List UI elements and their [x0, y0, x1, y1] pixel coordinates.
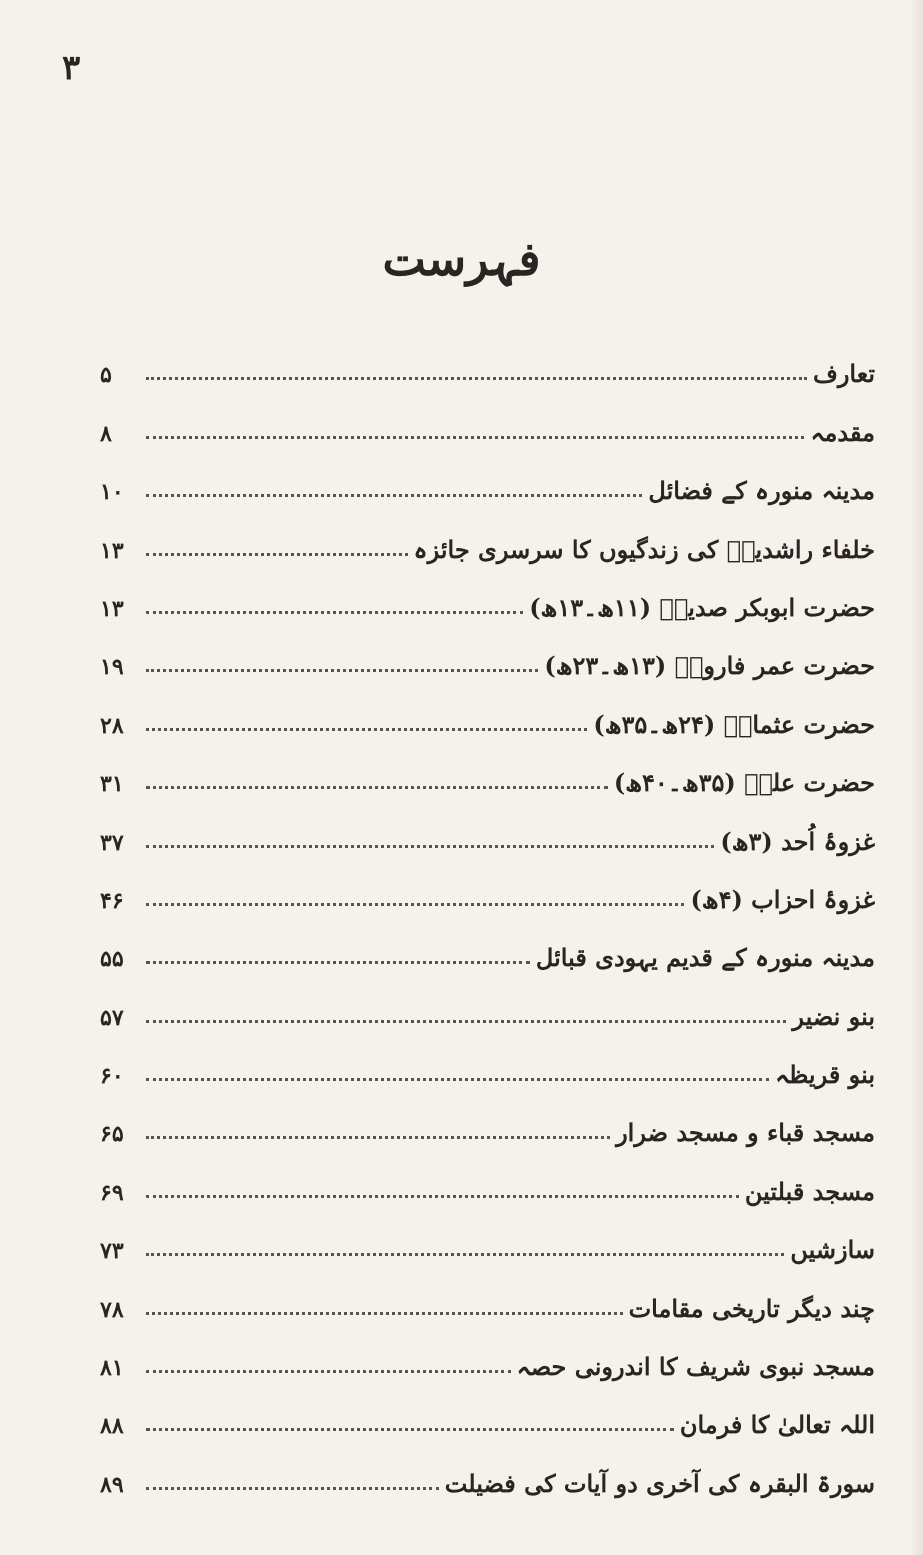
dotted-leader — [146, 1019, 787, 1023]
toc-entry-title: غزوۂ احزاب (۴ھ) — [690, 884, 875, 914]
toc-entry-page: ۷۸ — [100, 1296, 124, 1323]
page-number: ۳ — [62, 48, 81, 88]
toc-entry-title: سازشیں — [790, 1235, 875, 1265]
toc-entry: مقدمہ ۸ — [100, 398, 875, 456]
toc-entry-title: مسجد قبلتین — [744, 1176, 875, 1206]
dotted-leader — [146, 1253, 785, 1257]
toc-entry-page: ۱۰ — [100, 479, 124, 506]
dotted-leader — [146, 610, 524, 614]
toc-entry-page: ۸۸ — [100, 1413, 124, 1440]
dotted-leader — [146, 1428, 674, 1432]
toc-entry-page: ۶۰ — [100, 1063, 124, 1090]
dotted-leader — [146, 961, 530, 965]
toc-entry-page: ۸۱ — [100, 1355, 124, 1382]
toc-entry-page: ۵۷ — [100, 1004, 124, 1031]
toc-entry: سورۃ البقرہ کی آخری دو آیات کی فضیلت ۸۹ — [100, 1449, 875, 1507]
toc-entry: حضرت عمر فاروقؓ (۱۳ھ۔۲۳ھ) ۱۹ — [100, 632, 875, 690]
toc-entry-title: خلفاء راشدینؓ کی زندگیوں کا سرسری جائزہ — [413, 534, 875, 564]
toc-entry: مدینہ منورہ کے فضائل ۱۰ — [100, 457, 875, 515]
toc-entry: خلفاء راشدینؓ کی زندگیوں کا سرسری جائزہ ۱… — [100, 515, 875, 573]
toc-entry-title: حضرت علیؓ (۳۵ھ۔۴۰ھ) — [613, 768, 875, 798]
toc-entry: مدینہ منورہ کے قدیم یہودی قبائل ۵۵ — [100, 924, 875, 982]
toc-entry-title: اللہ تعالیٰ کا فرمان — [679, 1410, 875, 1440]
toc-entry-title: مقدمہ — [810, 417, 875, 447]
toc-entry-page: ۷۳ — [100, 1238, 124, 1265]
dotted-leader — [146, 1311, 623, 1315]
toc-entry: بنو قریظہ ۶۰ — [100, 1041, 875, 1099]
page-title: فہرست — [382, 232, 541, 286]
toc-entry: حضرت علیؓ (۳۵ھ۔۴۰ھ) ۳۱ — [100, 749, 875, 807]
toc-entry-title: مدینہ منورہ کے قدیم یہودی قبائل — [535, 943, 875, 973]
toc-entry-title: حضرت عمر فاروقؓ (۱۳ھ۔۲۳ھ) — [544, 651, 875, 681]
toc-entry-title: بنو نضیر — [792, 1001, 875, 1031]
toc-entry-page: ۸ — [100, 420, 112, 447]
dotted-leader — [146, 1078, 770, 1082]
toc-entry-page: ۵۵ — [100, 946, 124, 973]
table-of-contents: تعارف ۵ مقدمہ ۸ مدینہ منورہ کے فضائل ۱۰ خلفاء … — [100, 340, 875, 1508]
dotted-leader — [146, 435, 805, 439]
toc-entry: غزوۂ احزاب (۴ھ) ۴۶ — [100, 866, 875, 924]
toc-entry-page: ۱۹ — [100, 654, 124, 681]
dotted-leader — [146, 1136, 611, 1140]
toc-entry: مسجد قبلتین ۶۹ — [100, 1157, 875, 1215]
toc-entry-title: تعارف — [812, 359, 875, 389]
dotted-leader — [146, 377, 807, 381]
toc-entry-title: غزوۂ اُحد (۳ھ) — [720, 826, 875, 856]
dotted-leader — [146, 786, 608, 790]
dotted-leader — [146, 494, 643, 498]
toc-entry: سازشیں ۷۳ — [100, 1216, 875, 1274]
toc-entry: مسجد قباء و مسجد ضرار ۶۵ — [100, 1099, 875, 1157]
toc-entry-page: ۸۹ — [100, 1471, 124, 1498]
toc-entry-page: ۳۱ — [100, 771, 124, 798]
toc-entry-title: چند دیگر تاریخی مقامات — [628, 1293, 875, 1323]
toc-entry-page: ۴۶ — [100, 887, 124, 914]
toc-entry-page: ۲۸ — [100, 712, 124, 739]
page-edge-shadow — [909, 0, 923, 1555]
toc-entry: چند دیگر تاریخی مقامات ۷۸ — [100, 1274, 875, 1332]
toc-entry: اللہ تعالیٰ کا فرمان ۸۸ — [100, 1391, 875, 1449]
toc-entry-title: بنو قریظہ — [775, 1060, 875, 1090]
toc-entry-title: مسجد قباء و مسجد ضرار — [616, 1118, 875, 1148]
toc-entry-title: حضرت عثمانؓ (۲۴ھ۔۳۵ھ) — [593, 709, 875, 739]
toc-entry-page: ۳۷ — [100, 829, 124, 856]
dotted-leader — [146, 1370, 511, 1374]
toc-entry-page: ۵ — [100, 362, 112, 389]
toc-entry: حضرت ابوبکر صدیقؓ (۱۱ھ۔۱۳ھ) ۱۳ — [100, 574, 875, 632]
dotted-leader — [146, 552, 408, 556]
toc-entry: تعارف ۵ — [100, 340, 875, 398]
toc-entry-page: ۱۳ — [100, 537, 124, 564]
dotted-leader — [146, 902, 685, 906]
toc-entry-title: سورۃ البقرہ کی آخری دو آیات کی فضیلت — [444, 1468, 875, 1498]
toc-entry-page: ۶۵ — [100, 1121, 124, 1148]
toc-entry-title: مسجد نبوی شریف کا اندرونی حصہ — [516, 1352, 875, 1382]
dotted-leader — [146, 844, 715, 848]
dotted-leader — [146, 669, 539, 673]
toc-entry-title: مدینہ منورہ کے فضائل — [648, 476, 875, 506]
toc-entry: بنو نضیر ۵۷ — [100, 982, 875, 1040]
toc-entry: غزوۂ اُحد (۳ھ) ۳۷ — [100, 807, 875, 865]
toc-entry: حضرت عثمانؓ (۲۴ھ۔۳۵ھ) ۲۸ — [100, 690, 875, 748]
dotted-leader — [146, 727, 588, 731]
toc-entry: مسجد نبوی شریف کا اندرونی حصہ ۸۱ — [100, 1333, 875, 1391]
toc-entry-page: ۶۹ — [100, 1179, 124, 1206]
toc-entry-page: ۱۳ — [100, 595, 124, 622]
toc-entry-title: حضرت ابوبکر صدیقؓ (۱۱ھ۔۱۳ھ) — [529, 592, 875, 622]
dotted-leader — [146, 1194, 739, 1198]
dotted-leader — [146, 1486, 439, 1490]
